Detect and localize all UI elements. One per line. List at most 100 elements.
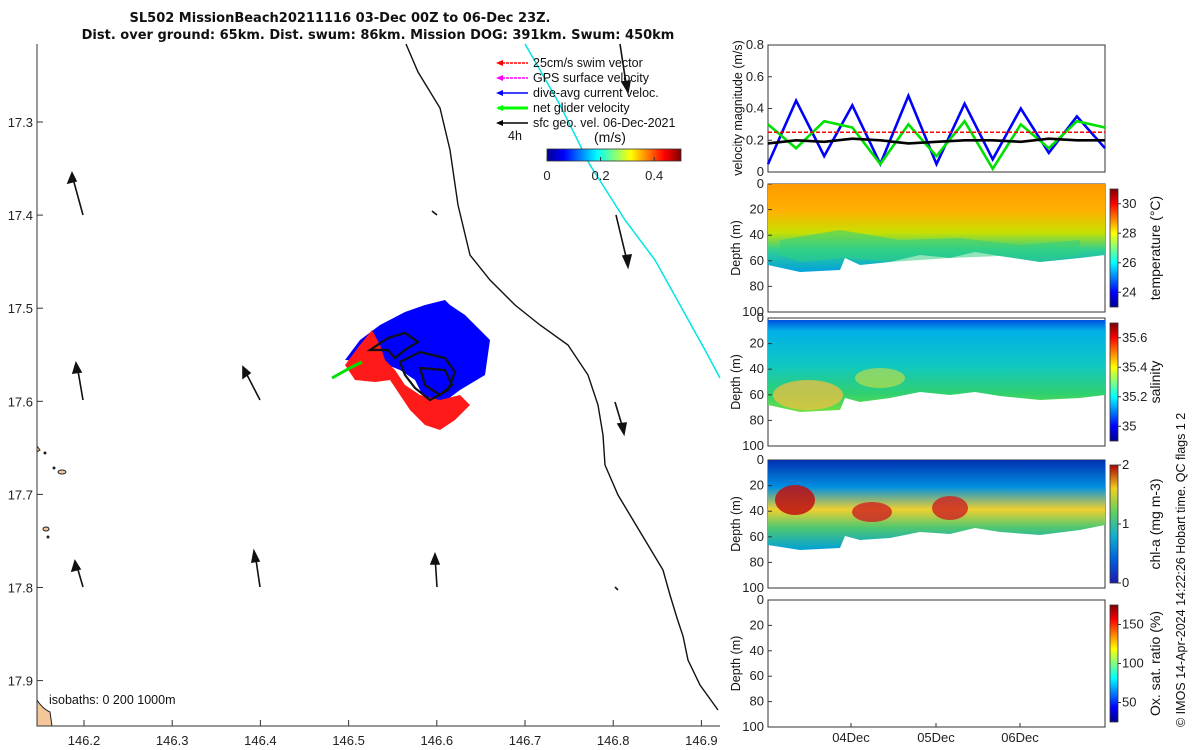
velocity-y-ticks: 0 0.2 0.4 0.6 0.8 [746, 37, 772, 179]
map-ytick-label: 17.7 [8, 487, 33, 502]
depth-ytick-label: 100 [742, 719, 764, 734]
figure-title-line2: Dist. over ground: 65km. Dist. swum: 86k… [82, 28, 675, 43]
map-ytick-label: 17.4 [8, 208, 33, 223]
depth-ytick-label: 20 [750, 336, 764, 351]
island-6 [46, 535, 50, 539]
reference-track-line [524, 43, 721, 379]
map-panel: 146.2 146.3 146.4 146.5 146.6 146.7 146.8 146.9… [8, 43, 721, 748]
map-xtick-label: 146.6 [421, 733, 454, 748]
map-xtick-label: 146.2 [68, 733, 101, 748]
vel-ytick-label: 0.6 [746, 69, 764, 84]
time-xtick-label: 04Dec [832, 730, 870, 745]
depth-ytick-label: 40 [750, 643, 764, 658]
island-2 [57, 469, 67, 475]
colorbar-tick-label: 1 [1122, 516, 1129, 531]
depth-y-labels: Depth (m) Depth (m) Depth (m) Depth (m) [729, 220, 743, 691]
velocity-ylabel: velocity magnitude (m/s) [731, 40, 745, 175]
map-xtick-label: 146.4 [244, 733, 277, 748]
depth-ytick-label: 60 [750, 668, 764, 683]
depth-colorbars: 24 26 28 30 temperature (°C) 35 35.2 35.4 35.6 sa… [1109, 188, 1163, 723]
vel-ytick-label: 0.8 [746, 37, 764, 52]
depth-ytick-label: 100 [742, 580, 764, 595]
isobaths-label: isobaths: 0 200 1000m [49, 693, 175, 707]
colorbar-chl-a [1109, 464, 1119, 584]
island-5 [52, 466, 56, 470]
land-polygon [36, 698, 53, 727]
net-track-loops [366, 331, 457, 402]
map-colorbar-ticks: 0 0.2 0.4 [543, 157, 663, 183]
glider-track-cluster [331, 300, 490, 430]
figure-title-line1: SL502 MissionBeach20211116 03-Dec 00Z to… [130, 11, 551, 26]
legend-label: GPS surface velocity [533, 71, 650, 85]
depth-ytick-label: 0 [757, 592, 764, 607]
vel-series-net-glider [767, 118, 1106, 172]
oxygen-panel [767, 599, 1106, 728]
depth-ylabel: Depth (m) [729, 496, 743, 552]
colorbar-tick-label: 28 [1122, 225, 1136, 240]
depth-panels: 0204060801000204060801000204060801000204… [729, 176, 1163, 745]
depth-ytick-label: 40 [750, 503, 764, 518]
legend-label: 25cm/s swim vector [533, 56, 643, 70]
depth-ytick-label: 80 [750, 278, 764, 293]
copyright-footer: © IMOS 14-Apr-2024 14:22:26 Hobart time.… [1174, 413, 1188, 727]
salinity-field [768, 320, 1105, 412]
vel-ytick-label: 0.4 [746, 101, 764, 116]
time-x-ticks: 04Dec 05Dec 06Dec [832, 723, 1039, 745]
map-xtick-label: 146.8 [597, 733, 630, 748]
depth-ytick-label: 20 [750, 202, 764, 217]
chla-max-2 [852, 502, 892, 522]
depth-ytick-label: 40 [750, 227, 764, 242]
map-x-ticks: 146.2 146.3 146.4 146.5 146.6 146.7 146.8 146.9 [68, 720, 718, 748]
vel-series-sfc-geo [767, 137, 1105, 145]
time-xtick-label: 06Dec [1001, 730, 1039, 745]
colorbar-tick-label: 150 [1122, 617, 1144, 632]
colorbar-tick-label: 35.4 [1122, 359, 1147, 374]
depth-ytick-label: 60 [750, 387, 764, 402]
colorbar-salinity [1109, 322, 1119, 442]
colorbar-label-chl-a: chl-a (mg m-3) [1147, 478, 1163, 569]
colorbar-temperature [1109, 188, 1119, 308]
depth-ytick-label: 20 [750, 478, 764, 493]
chla-max-1 [775, 485, 815, 515]
colorbar-tick-label: 24 [1122, 284, 1136, 299]
depth-y-ticks: 0204060801000204060801000204060801000204… [742, 176, 772, 734]
depth-ylabel: Depth (m) [729, 354, 743, 410]
depth-ytick-label: 100 [742, 438, 764, 453]
colorbar-oxygen [1109, 604, 1119, 723]
depth-ytick-label: 100 [742, 304, 764, 319]
colorbar-label-oxygen: Ox. sat. ratio (%) [1147, 611, 1163, 716]
legend-arrowhead [496, 60, 503, 66]
legend-label: sfc geo. vel. 06-Dec-2021 [533, 116, 675, 130]
depth-ytick-label: 40 [750, 361, 764, 376]
depth-ytick-label: 0 [757, 176, 764, 191]
salinity-patch-2 [855, 368, 905, 388]
map-xtick-label: 146.9 [685, 733, 718, 748]
depth-ytick-label: 60 [750, 253, 764, 268]
temperature-panel [767, 183, 1106, 313]
scale-label: 4h [508, 129, 522, 143]
map-ytick-label: 17.3 [8, 115, 33, 130]
sfc-geo-arrows [66, 43, 633, 591]
depth-ytick-label: 20 [750, 617, 764, 632]
salinity-panel [767, 317, 1106, 447]
map-colorbar-title: (m/s) [594, 129, 626, 145]
legend-label: net glider velocity [533, 101, 630, 115]
colorbar-label-salinity: salinity [1147, 361, 1163, 404]
swim-vectors [345, 330, 470, 430]
map-cbtick-label: 0 [543, 168, 550, 183]
salinity-high-patch [773, 380, 843, 410]
net-glider-velocity-vector [331, 360, 363, 380]
time-xtick-label: 05Dec [917, 730, 955, 745]
isobath-line [405, 43, 719, 711]
oxygen-axes [767, 599, 1106, 728]
colorbar-tick-label: 35 [1122, 418, 1136, 433]
vel-ytick-label: 0 [757, 164, 764, 179]
depth-ylabel: Depth (m) [729, 636, 743, 692]
depth-ylabel: Depth (m) [729, 220, 743, 276]
map-cbtick-label: 0.4 [645, 168, 663, 183]
depth-ytick-label: 80 [750, 554, 764, 569]
depth-ytick-label: 0 [757, 452, 764, 467]
depth-ytick-label: 80 [750, 412, 764, 427]
map-ytick-label: 17.9 [8, 674, 33, 689]
